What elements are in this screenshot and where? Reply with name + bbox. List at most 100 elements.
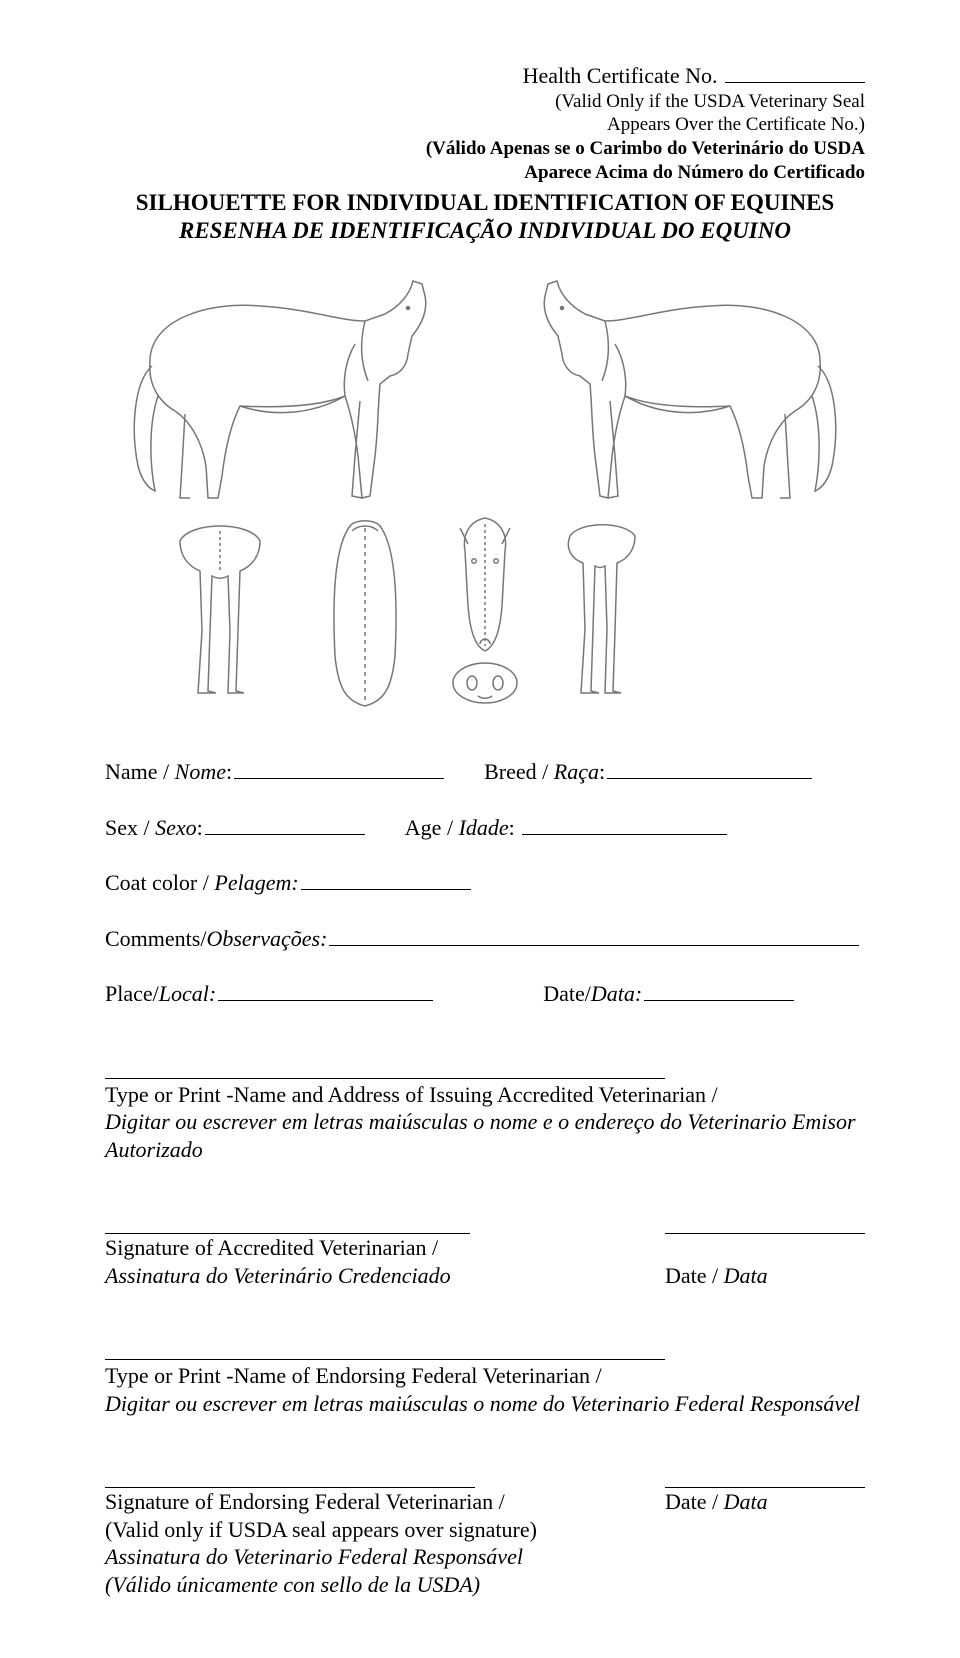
- vet2-date-line[interactable]: [665, 1465, 865, 1488]
- place-field: Place/Local:: [105, 978, 433, 1008]
- row-coat: Coat color / Pelagem:: [105, 867, 865, 897]
- age-field: Age / Idade:: [405, 812, 728, 842]
- colon: :: [209, 981, 216, 1006]
- vet2-sig-labels: Signature of Endorsing Federal Veterinar…: [105, 1488, 537, 1598]
- row-place-date: Place/Local: Date/Data:: [105, 978, 865, 1008]
- vet2-sig-row: [105, 1465, 865, 1488]
- cert-no-line: Health Certificate No.: [105, 60, 865, 90]
- breed-field: Breed / Raça:: [484, 756, 812, 786]
- vet1-date-labels: Date / Data: [665, 1262, 865, 1290]
- vet1-sig-en: Signature of Accredited Veterinarian /: [105, 1234, 451, 1262]
- vet2-valid-en: (Valid only if USDA seal appears over si…: [105, 1516, 537, 1544]
- header-block: Health Certificate No. (Valid Only if th…: [105, 60, 865, 185]
- date-field: Date/Data:: [543, 978, 794, 1008]
- horse-neck-rear: [334, 521, 396, 706]
- coat-field: Coat color / Pelagem:: [105, 867, 471, 897]
- vet2-block: Type or Print -Name of Endorsing Federal…: [105, 1337, 865, 1417]
- slash: /: [712, 1263, 724, 1288]
- vet1-sig-block: Signature of Accredited Veterinarian / A…: [105, 1211, 865, 1289]
- comments-blank[interactable]: [329, 923, 859, 946]
- row-name-breed: Name / Nome: Breed / Raça:: [105, 756, 865, 786]
- valid-pt-1: (Válido Apenas se o Carimbo do Veterinár…: [105, 137, 865, 161]
- vet1-date-line[interactable]: [665, 1211, 865, 1234]
- place-blank[interactable]: [218, 978, 433, 1001]
- vet1-label-row: Signature of Accredited Veterinarian / A…: [105, 1234, 865, 1289]
- date-blank[interactable]: [644, 978, 794, 1001]
- sex-blank[interactable]: [205, 812, 365, 835]
- name-field: Name / Nome:: [105, 756, 444, 786]
- colon: :: [320, 926, 327, 951]
- vet2-date-pt: Data: [724, 1489, 768, 1514]
- vet1-sig-line[interactable]: [105, 1211, 470, 1234]
- colon: :: [509, 815, 521, 840]
- sex-field: Sex / Sexo:: [105, 812, 365, 842]
- slash: /: [712, 1489, 724, 1514]
- place-label-pt: Local: [159, 981, 209, 1006]
- breed-label-pt: Raça: [554, 759, 599, 784]
- spacer: [444, 756, 484, 786]
- date-label-pt: Data: [591, 981, 635, 1006]
- place-label-en: Place: [105, 981, 153, 1006]
- sex-label-pt: Sexo: [155, 815, 197, 840]
- vet1-type-pt-1: Digitar ou escrever em letras maiúsculas…: [105, 1108, 865, 1136]
- vet2-sig-line[interactable]: [105, 1465, 475, 1488]
- horse-diagram: [110, 266, 860, 716]
- slash: /: [144, 815, 156, 840]
- comments-label-en: Comments: [105, 926, 200, 951]
- vet1-sig-row: [105, 1211, 865, 1234]
- colon: :: [599, 759, 605, 784]
- spacer: [433, 978, 543, 1008]
- cert-no-label: Health Certificate No.: [523, 63, 718, 88]
- vet1-block: Type or Print -Name and Address of Issui…: [105, 1056, 865, 1164]
- spacer: [365, 812, 405, 842]
- breed-blank[interactable]: [607, 756, 812, 779]
- vet2-date-labels: Date / Data: [665, 1488, 865, 1516]
- slash: /: [447, 815, 459, 840]
- vet1-date-pt: Data: [724, 1263, 768, 1288]
- valid-en-2: Appears Over the Certificate No.): [105, 113, 865, 137]
- vet1-date-en: Date: [665, 1263, 707, 1288]
- vet2-date-en: Date: [665, 1489, 707, 1514]
- age-label-en: Age: [405, 815, 442, 840]
- valid-en-1: (Valid Only if the USDA Veterinary Seal: [105, 90, 865, 114]
- colon: :: [226, 759, 232, 784]
- vet1-type-pt-2: Autorizado: [105, 1136, 865, 1164]
- row-sex-age: Sex / Sexo: Age / Idade:: [105, 812, 865, 842]
- comments-label-pt: Observações: [206, 926, 320, 951]
- horse-front-legs: [568, 525, 635, 693]
- vet2-type-pt: Digitar ou escrever em letras maiúsculas…: [105, 1390, 865, 1418]
- vet2-label-row: Signature of Endorsing Federal Veterinar…: [105, 1488, 865, 1598]
- coat-label-pt: Pelagem: [214, 870, 291, 895]
- slash: /: [203, 870, 215, 895]
- age-label-pt: Idade: [459, 815, 509, 840]
- cert-no-blank[interactable]: [725, 60, 865, 83]
- colon: :: [197, 815, 203, 840]
- vet2-type-en: Type or Print -Name of Endorsing Federal…: [105, 1362, 865, 1390]
- breed-label-en: Breed: [484, 759, 537, 784]
- coat-label-en: Coat color: [105, 870, 197, 895]
- age-blank[interactable]: [522, 812, 727, 835]
- vet1-name-line[interactable]: [105, 1056, 665, 1079]
- horse-right-silhouette: [544, 281, 835, 498]
- name-label-en: Name: [105, 759, 158, 784]
- coat-blank[interactable]: [301, 867, 471, 890]
- horse-rear-legs: [180, 526, 260, 693]
- vet2-sig-pt: Assinatura do Veterinario Federal Respon…: [105, 1543, 537, 1571]
- horse-head-front: [460, 518, 510, 651]
- colon: :: [291, 870, 298, 895]
- name-label-pt: Nome: [175, 759, 226, 784]
- vet2-sig-block: Signature of Endorsing Federal Veterinar…: [105, 1465, 865, 1598]
- vet2-sig-en: Signature of Endorsing Federal Veterinar…: [105, 1488, 537, 1516]
- date-label-en: Date: [543, 981, 585, 1006]
- vet2-valid-pt: (Válido únicamente con sello de la USDA): [105, 1571, 537, 1599]
- vet1-sig-pt: Assinatura do Veterinário Credenciado: [105, 1262, 451, 1290]
- valid-pt-2: Aparece Acima do Número do Certificado: [105, 161, 865, 185]
- comments-field: Comments/Observações:: [105, 923, 865, 953]
- horse-left-silhouette: [134, 281, 425, 498]
- name-blank[interactable]: [234, 756, 444, 779]
- title-pt: RESENHA DE IDENTIFICAÇÃO INDIVIDUAL DO E…: [105, 217, 865, 246]
- row-comments: Comments/Observações:: [105, 923, 865, 953]
- slash: /: [163, 759, 175, 784]
- vet2-name-line[interactable]: [105, 1337, 665, 1360]
- vet1-type-en: Type or Print -Name and Address of Issui…: [105, 1081, 865, 1109]
